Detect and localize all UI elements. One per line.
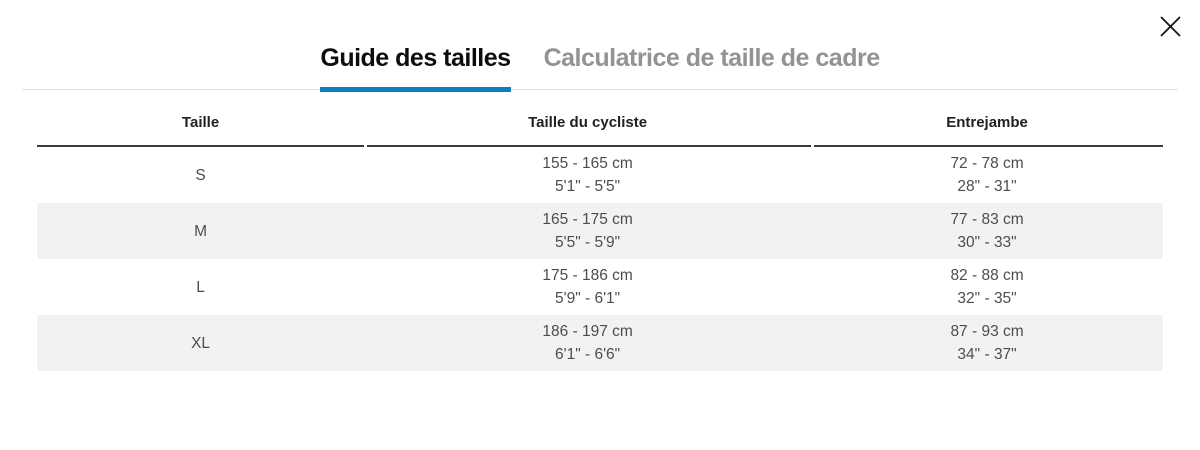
column-header-inseam: Entrejambe <box>811 101 1163 147</box>
table-row: S 155 - 165 cm 5'1" - 5'5" 72 - 78 cm 28… <box>37 146 1163 203</box>
close-icon <box>1159 15 1182 38</box>
cell-rider-height: 175 - 186 cm 5'9" - 6'1" <box>542 267 633 307</box>
table-row: XL 186 - 197 cm 6'1" - 6'6" 87 - 93 cm 3… <box>37 315 1163 371</box>
cell-rider-height: 186 - 197 cm 6'1" - 6'6" <box>542 323 633 363</box>
header-border-gap-2 <box>811 145 815 147</box>
close-button[interactable] <box>1154 10 1186 42</box>
tab-frame-size-calculator[interactable]: Calculatrice de taille de cadre <box>544 44 881 89</box>
cell-rider-height: 155 - 165 cm 5'1" - 5'5" <box>542 155 633 195</box>
tab-bar: Guide des tailles Calculatrice de taille… <box>22 0 1178 92</box>
header-row: Taille Taille du cycliste Entrejambe <box>37 101 1163 147</box>
cell-size: M <box>194 222 207 240</box>
size-table-wrap: Taille Taille du cycliste Entrejambe S 1… <box>37 101 1163 371</box>
column-header-rider-height: Taille du cycliste <box>364 101 812 147</box>
size-table: Taille Taille du cycliste Entrejambe S 1… <box>37 101 1163 371</box>
cell-inseam: 72 - 78 cm 28" - 31" <box>950 155 1024 195</box>
cell-inseam: 77 - 83 cm 30" - 33" <box>950 211 1024 251</box>
cell-size: S <box>195 166 206 184</box>
table-row: L 175 - 186 cm 5'9" - 6'1" 82 - 88 cm 32… <box>37 259 1163 315</box>
column-header-size: Taille <box>37 101 365 147</box>
cell-inseam: 87 - 93 cm 34" - 37" <box>950 323 1024 363</box>
cell-inseam: 82 - 88 cm 32" - 35" <box>950 267 1024 307</box>
table-row: M 165 - 175 cm 5'5" - 5'9" 77 - 83 cm 30… <box>37 203 1163 259</box>
cell-size: XL <box>191 334 211 352</box>
cell-size: L <box>196 278 205 296</box>
cell-rider-height: 165 - 175 cm 5'5" - 5'9" <box>542 211 633 251</box>
size-table-header: Taille Taille du cycliste Entrejambe <box>37 101 1163 147</box>
size-table-body: S 155 - 165 cm 5'1" - 5'5" 72 - 78 cm 28… <box>37 146 1163 371</box>
tab-size-guide[interactable]: Guide des tailles <box>320 44 511 92</box>
header-border-gap-1 <box>364 145 368 147</box>
